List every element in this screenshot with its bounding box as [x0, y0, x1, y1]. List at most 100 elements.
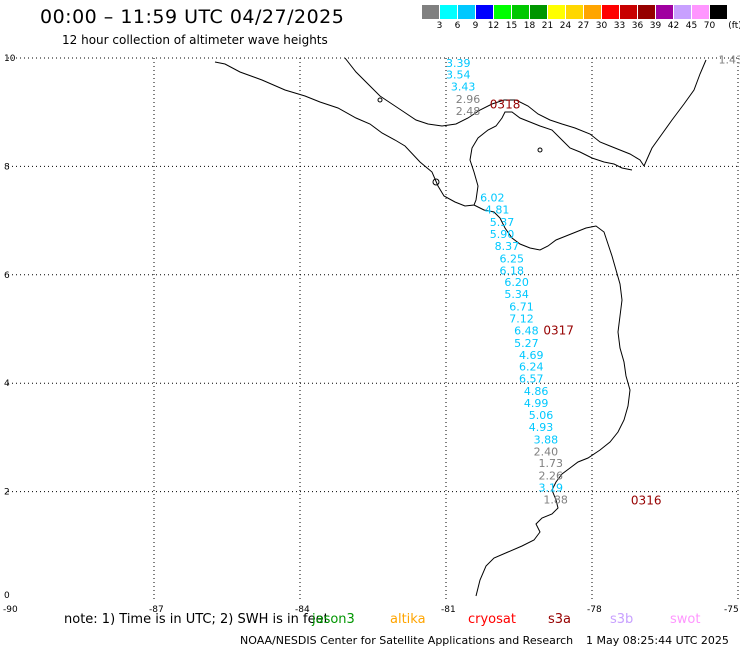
- wave-height-label: 1.43: [719, 53, 740, 66]
- wave-height-label: 4.86: [524, 385, 549, 398]
- legend-swatch: [620, 5, 637, 19]
- legend-label: 12: [487, 21, 500, 31]
- legend-swatch: [440, 5, 457, 19]
- coastline-colombia-north: [643, 59, 707, 167]
- coastline-caribbean: [344, 57, 645, 167]
- legend-swatch: [512, 5, 529, 19]
- legend-label: 18: [523, 21, 536, 31]
- lon-tick-label: -75: [724, 605, 739, 615]
- satellite-s3b: s3b: [610, 612, 634, 627]
- lat-tick-label: 4: [4, 379, 10, 389]
- wave-height-label: 8.37: [495, 240, 519, 253]
- pass-time-label: 0318: [490, 97, 521, 111]
- wave-height-label: 6.18: [500, 264, 525, 277]
- lon-tick-label: -90: [3, 605, 18, 615]
- wave-height-label: 6.57: [519, 373, 544, 386]
- satellite-jason3: jason3: [312, 612, 355, 627]
- legend-label: 39: [649, 21, 662, 31]
- satellite-swot: swot: [670, 612, 701, 627]
- legend-swatch: [584, 5, 601, 19]
- wave-height-label: 6.20: [504, 276, 529, 289]
- lon-tick-label: -81: [441, 605, 456, 615]
- footer-date: 1 May 08:25:44 UTC 2025: [586, 634, 729, 647]
- wave-height-label: 5.37: [490, 216, 515, 229]
- wave-height-label: 5.27: [514, 337, 539, 350]
- wave-height-label: 7.12: [509, 312, 534, 325]
- wave-height-label: 4.93: [529, 421, 554, 434]
- satellite-s3a: s3a: [548, 612, 572, 627]
- legend-label: 3: [436, 21, 443, 31]
- legend-label: 27: [577, 21, 590, 31]
- wave-height-label: 5.90: [490, 228, 515, 241]
- coastline: [214, 57, 707, 597]
- legend-swatch: [674, 5, 691, 19]
- wave-height-label: 3.54: [446, 69, 471, 82]
- legend-swatch: [602, 5, 619, 19]
- wave-height-label: 6.48: [514, 324, 539, 337]
- legend-label: 42: [667, 21, 680, 31]
- legend-label: 21: [541, 21, 554, 31]
- wave-height-label: 2.48: [456, 105, 481, 118]
- legend-label: 70: [703, 21, 716, 31]
- coastline-colombia-pacific: [473, 204, 631, 597]
- legend-swatch: [458, 5, 475, 19]
- legend-label: 45: [685, 21, 698, 31]
- legend-label: 36: [631, 21, 644, 31]
- axis-ticks: -90 -87 -84 -81 -78 -75 10 8 6 4 2 0: [3, 54, 739, 615]
- wave-height-label: 5.06: [529, 409, 554, 422]
- coastline-central-america: [214, 61, 633, 207]
- wave-height-label: 1.73: [538, 457, 563, 470]
- legend-label: 24: [559, 21, 572, 31]
- grid-lines: [8, 57, 739, 600]
- map-title: 00:00 – 11:59 UTC 04/27/2025: [40, 6, 345, 28]
- lat-tick-label: 6: [4, 271, 10, 281]
- legend-label: 6: [454, 21, 461, 31]
- wave-height-values: 3.393.543.432.962.48 6.024.815.375.908.37…: [446, 53, 740, 506]
- legend-swatch: [692, 5, 709, 19]
- lon-tick-label: -87: [149, 605, 164, 615]
- lat-tick-label: 10: [4, 54, 16, 64]
- wave-height-label: 2.96: [456, 93, 481, 106]
- legend-label: 9: [472, 21, 479, 31]
- wave-height-label: 6.02: [480, 192, 505, 205]
- wave-height-label: 4.81: [485, 204, 510, 217]
- island: [377, 97, 383, 103]
- wave-height-label: 3.43: [451, 81, 476, 94]
- wave-height-label: 4.69: [519, 349, 544, 362]
- island: [432, 178, 440, 186]
- wave-height-label: 6.71: [509, 301, 534, 314]
- legend-swatch: [494, 5, 511, 19]
- wave-height-label: 6.24: [519, 361, 544, 374]
- map-subtitle: 12 hour collection of altimeter wave hei…: [62, 33, 328, 47]
- wave-height-label: 4.99: [524, 397, 549, 410]
- legend-label: 30: [595, 21, 608, 31]
- lat-tick-label: 8: [4, 162, 10, 172]
- wave-height-label: 5.34: [504, 288, 529, 301]
- legend-unit: (ft): [728, 21, 740, 31]
- wave-height-label: 1.88: [543, 494, 568, 507]
- legend-swatch: [638, 5, 655, 19]
- legend-swatch: [476, 5, 493, 19]
- wave-height-label: 3.19: [538, 482, 563, 495]
- pass-time-label: 0316: [631, 494, 662, 508]
- note-text: note: 1) Time is in UTC; 2) SWH is in fe…: [64, 612, 329, 627]
- lat-tick-label: 0: [4, 591, 10, 601]
- pass-labels: 0318 0317 0316: [490, 97, 662, 507]
- lon-tick-label: -78: [587, 605, 602, 615]
- legend-swatch: [422, 5, 439, 19]
- legend-swatch: [656, 5, 673, 19]
- wave-height-label: 2.26: [538, 470, 563, 483]
- lon-tick-label: -84: [295, 605, 310, 615]
- pass-time-label: 0317: [543, 323, 574, 337]
- wave-height-label: 3.39: [446, 57, 471, 70]
- legend-swatch: [530, 5, 547, 19]
- legend-label: 15: [505, 21, 518, 31]
- satellite-cryosat: cryosat: [468, 612, 516, 627]
- legend-swatch: [566, 5, 583, 19]
- legend-swatch: [548, 5, 565, 19]
- wave-height-label: 6.25: [500, 252, 525, 265]
- lat-tick-label: 2: [4, 488, 10, 498]
- footer-credit: NOAA/NESDIS Center for Satellite Applica…: [240, 634, 574, 647]
- island: [537, 147, 543, 153]
